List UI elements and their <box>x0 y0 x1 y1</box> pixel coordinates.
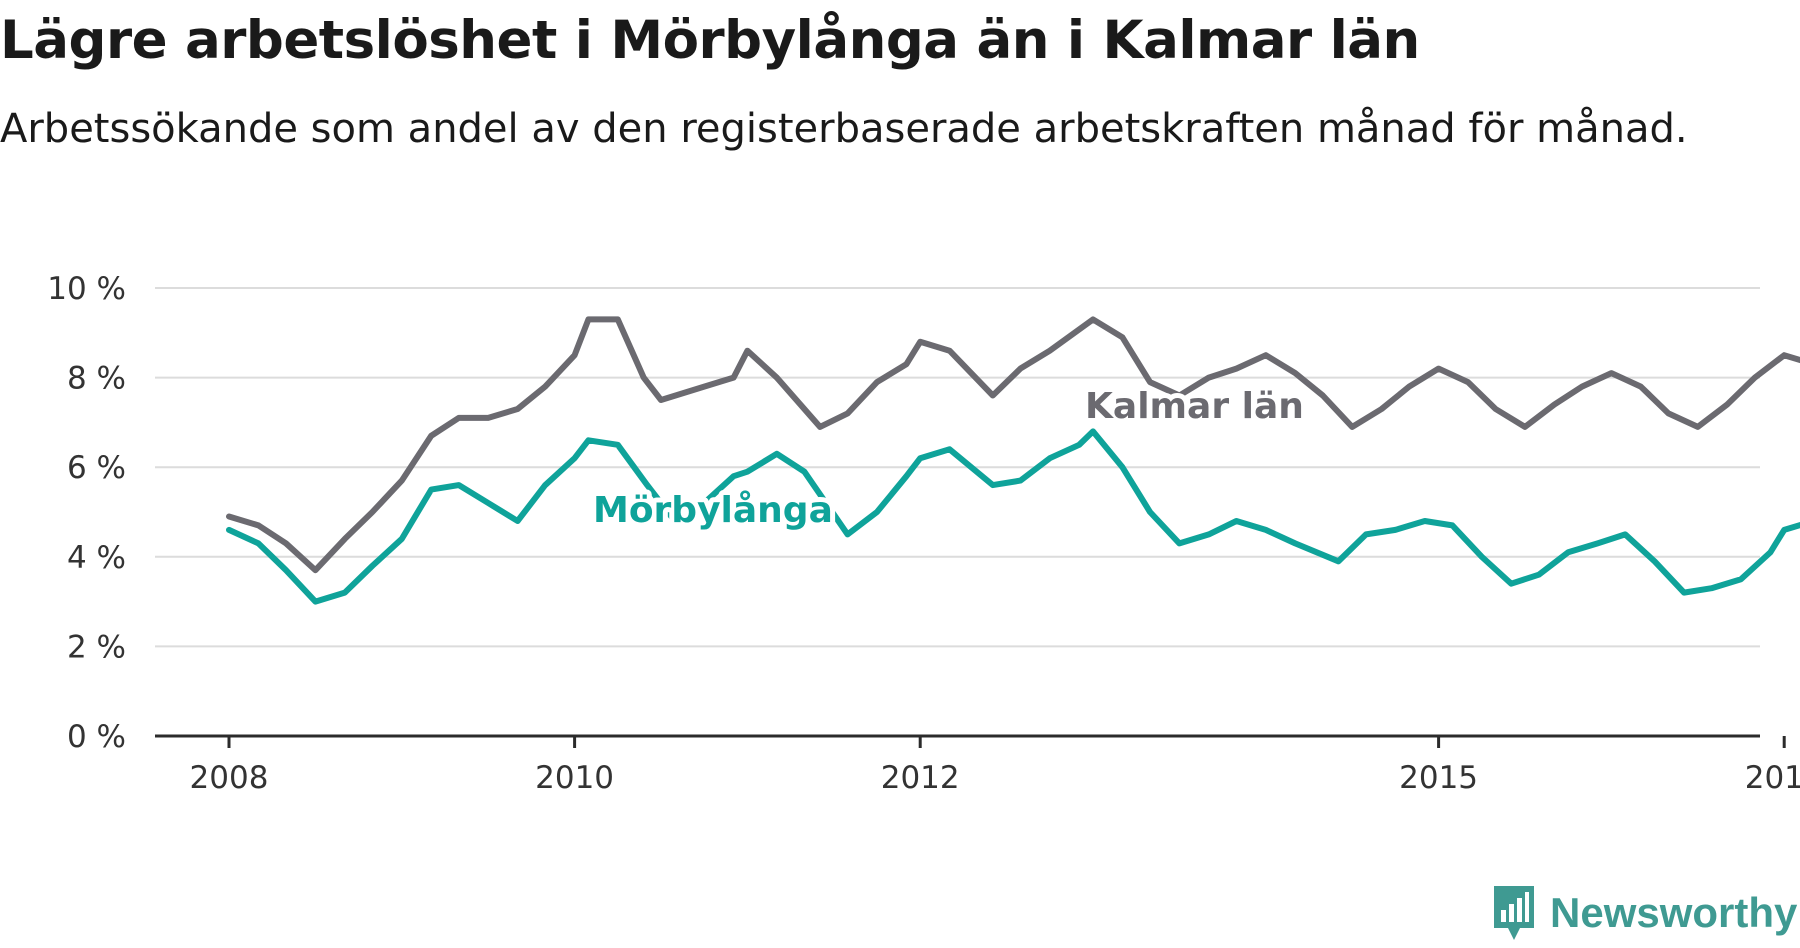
x-tick-label-2017: 2017 <box>1745 760 1800 796</box>
y-tick-label-2: 2 % <box>67 629 126 665</box>
y-tick-label-10: 10 % <box>47 271 126 307</box>
x-tick-label-2015: 2015 <box>1399 760 1478 796</box>
series-label-morbylanga: Mörbylånga <box>593 490 833 531</box>
x-axis-ticks: 20082010201220152017202020222024 <box>190 736 1800 796</box>
chart-subtitle: Arbetssökande som andel av den registerb… <box>0 106 1688 152</box>
brand-name: Newsworthy <box>1550 889 1798 936</box>
y-tick-label-4: 4 % <box>67 540 126 576</box>
series-labels: Kalmar länMörbylånga6,5 %3,9 % <box>588 381 1309 536</box>
x-tick-label-2008: 2008 <box>190 760 269 796</box>
x-tick-label-2010: 2010 <box>535 760 614 796</box>
y-tick-label-6: 6 % <box>67 450 126 486</box>
chart-title: Lägre arbetslöshet i Mörbylånga än i Kal… <box>0 10 1420 71</box>
y-tick-label-8: 8 % <box>67 361 126 397</box>
gridlines <box>155 287 1760 648</box>
series-line-mörbylånga <box>226 428 1800 605</box>
series-lines <box>226 316 1800 605</box>
y-tick-label-0: 0 % <box>67 719 126 755</box>
y-axis-tick-labels: 0 % 2 % 4 % 6 % 8 % 10 % <box>47 271 126 755</box>
newsworthy-brand[interactable]: Newsworthy <box>1490 884 1797 942</box>
series-line-kalmar-län <box>226 316 1800 574</box>
newsworthy-logo-icon <box>1494 886 1534 940</box>
series-label-kalmar-lan: Kalmar län <box>1085 386 1304 427</box>
x-tick-label-2012: 2012 <box>881 760 960 796</box>
